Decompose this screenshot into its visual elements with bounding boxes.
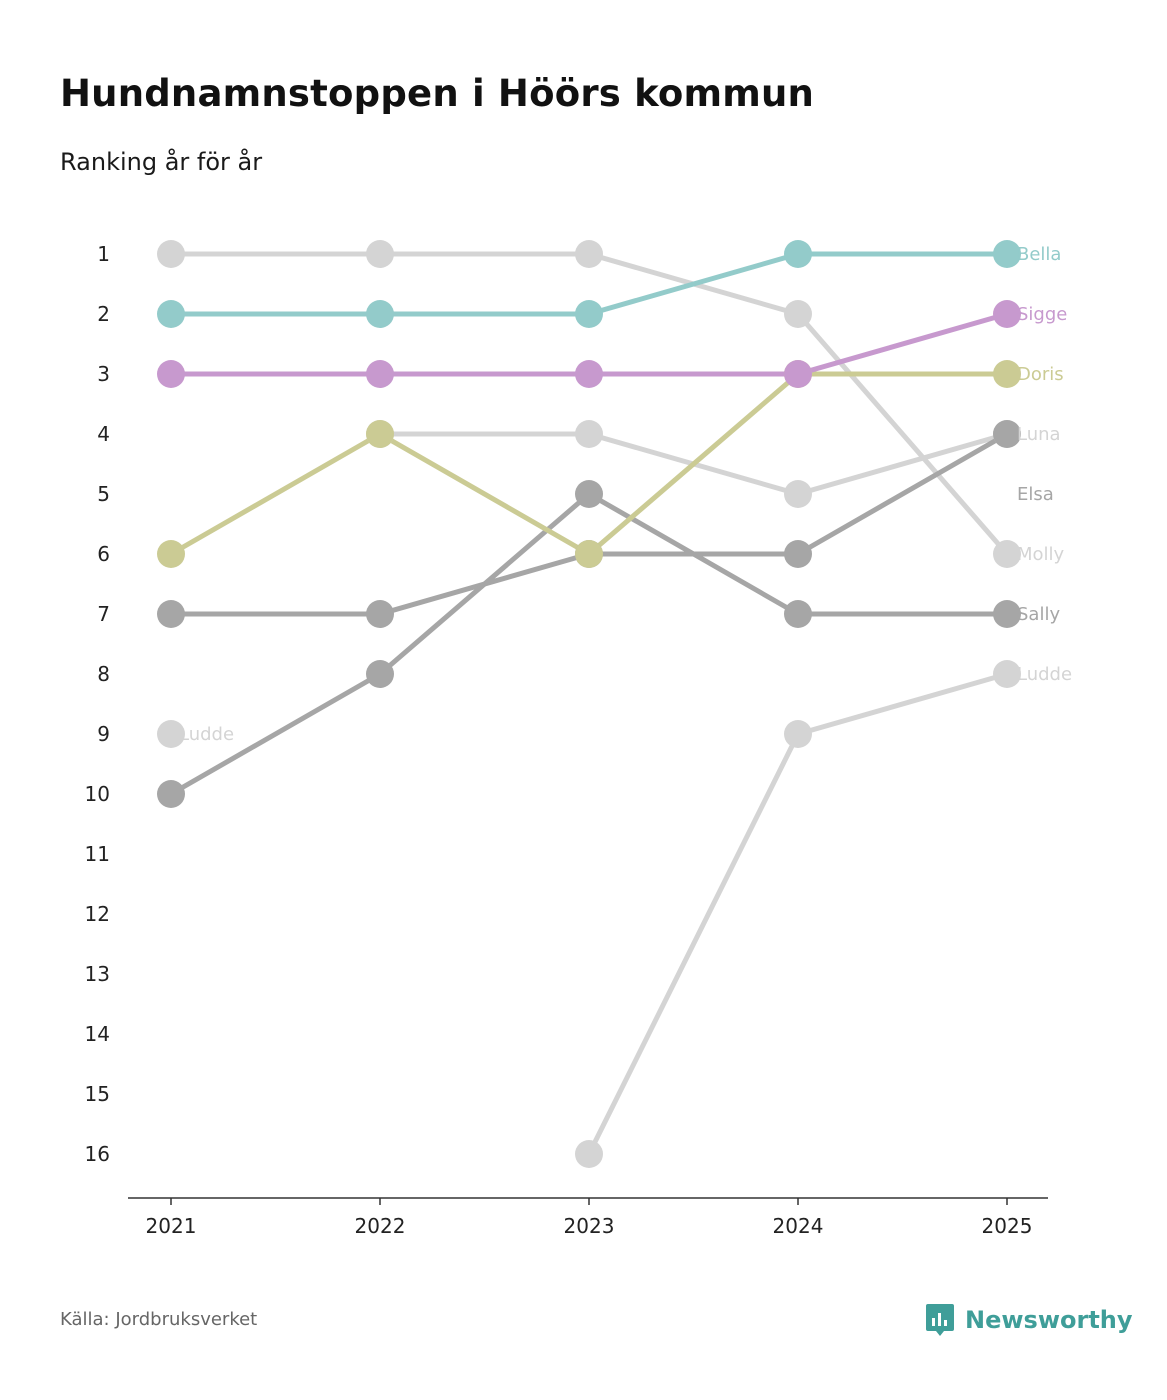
series-line-doris (169, 371, 1007, 557)
point-sigge (784, 360, 812, 388)
y-tick-label: 11 (85, 842, 110, 866)
point-sigge (993, 300, 1021, 328)
point-molly (993, 540, 1021, 568)
series-line-molly (171, 251, 1009, 556)
point-bella (784, 240, 812, 268)
end-label-luna: Luna (1017, 424, 1061, 445)
point-elsa (366, 660, 394, 688)
chart-title: Hundnamnstoppen i Höörs kommun (60, 72, 815, 115)
start-label-ludde: Ludde (179, 724, 234, 745)
y-tick-label: 14 (85, 1022, 110, 1046)
y-tick-label: 4 (97, 422, 110, 446)
point-doris (575, 540, 603, 568)
point-doris (157, 540, 185, 568)
point-ludde (575, 1140, 603, 1168)
x-tick-label: 2025 (982, 1214, 1033, 1238)
y-tick-label: 9 (97, 722, 110, 746)
end-label-elsa: Elsa (1017, 484, 1054, 505)
y-tick-label: 15 (85, 1082, 110, 1106)
y-tick-label: 8 (97, 662, 110, 686)
y-tick-label: 2 (97, 302, 110, 326)
x-tick-label: 2021 (146, 1214, 197, 1238)
series-labels: Bella Sigge Doris Luna Elsa Molly Sally Ludde Lu… (179, 244, 1072, 745)
point-doris (366, 420, 394, 448)
point-sigge (157, 360, 185, 388)
x-tick-label: 2024 (773, 1214, 824, 1238)
point-ludde (784, 720, 812, 748)
source-note: Källa: Jordbruksverket (60, 1309, 258, 1330)
end-label-ludde: Ludde (1017, 664, 1072, 685)
y-tick-label: 10 (85, 782, 110, 806)
end-label-doris: Doris (1017, 364, 1064, 385)
end-label-bella: Bella (1017, 244, 1061, 265)
end-label-sigge: Sigge (1017, 304, 1067, 325)
point-ludde (993, 660, 1021, 688)
point-sigge (366, 360, 394, 388)
point-sally (157, 600, 185, 628)
newsworthy-chart-icon (926, 1304, 954, 1336)
point-doris (993, 360, 1021, 388)
y-tick-label: 5 (97, 482, 110, 506)
point-sally (784, 540, 812, 568)
point-sally (366, 600, 394, 628)
y-tick-label: 7 (97, 602, 110, 626)
point-luna (575, 420, 603, 448)
point-molly (157, 240, 185, 268)
series-line-elsa (169, 491, 1007, 797)
y-tick-label: 12 (85, 902, 110, 926)
x-tick-label: 2022 (355, 1214, 406, 1238)
series-lines (169, 251, 1009, 1156)
point-elsa (784, 600, 812, 628)
x-tick-label: 2023 (564, 1214, 615, 1238)
point-molly (784, 300, 812, 328)
y-tick-label: 1 (97, 242, 110, 266)
y-tick-label: 16 (85, 1142, 110, 1166)
end-label-molly: Molly (1017, 544, 1065, 565)
brand-logo[interactable]: Newsworthy (925, 1302, 1133, 1338)
chart-subtitle: Ranking år för år (60, 148, 263, 176)
series-line-sally (171, 431, 1009, 617)
point-bella (575, 300, 603, 328)
point-bella (366, 300, 394, 328)
point-luna (784, 480, 812, 508)
point-elsa (575, 480, 603, 508)
point-sigge (575, 360, 603, 388)
point-elsa (157, 780, 185, 808)
point-ludde (157, 720, 185, 748)
point-molly (366, 240, 394, 268)
x-axis: 2021 2022 2023 2024 2025 (128, 1197, 1048, 1238)
y-tick-label: 3 (97, 362, 110, 386)
y-tick-label: 6 (97, 542, 110, 566)
point-molly (575, 240, 603, 268)
point-elsa (993, 600, 1021, 628)
point-sally (993, 420, 1021, 448)
y-tick-label: 13 (85, 962, 110, 986)
point-bella (157, 300, 185, 328)
brand-name: Newsworthy (965, 1306, 1133, 1334)
end-label-sally: Sally (1017, 604, 1060, 625)
point-bella (993, 240, 1021, 268)
series-points (157, 240, 1021, 1168)
